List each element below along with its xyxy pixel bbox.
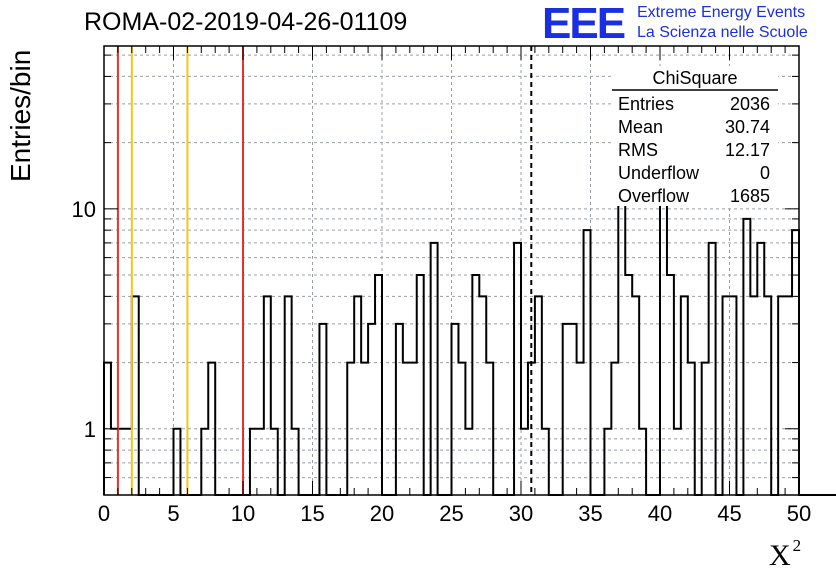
x-tick-label: 45: [717, 501, 741, 526]
x-tick-label: 15: [300, 501, 324, 526]
x-tick-label: 50: [787, 501, 811, 526]
stats-box: ChiSquare Entries 2036 Mean 30.74 RMS 12.17 Und…: [612, 66, 778, 206]
x-tick-label: 30: [509, 501, 533, 526]
y-tick-label: 10: [72, 197, 96, 222]
stats-row-value: 30.74: [725, 117, 770, 137]
x-tick-label: 0: [98, 501, 110, 526]
stats-row-label: Underflow: [618, 163, 700, 183]
x-tick-label: 5: [167, 501, 179, 526]
stats-row-label: Mean: [618, 117, 663, 137]
y-tick-label: 1: [84, 417, 96, 442]
x-tick-label: 25: [439, 501, 463, 526]
stats-row-label: Overflow: [618, 186, 690, 206]
stats-row-label: RMS: [618, 140, 658, 160]
stats-title: ChiSquare: [652, 68, 737, 88]
x-tick-label: 10: [231, 501, 255, 526]
x-tick-label: 20: [370, 501, 394, 526]
x-tick-label: 35: [578, 501, 602, 526]
stats-row-value: 0: [760, 163, 770, 183]
x-tick-label: 40: [648, 501, 672, 526]
stats-row-value: 1685: [730, 186, 770, 206]
stats-row-value: 2036: [730, 94, 770, 114]
stats-row-label: Entries: [618, 94, 674, 114]
stats-row-value: 12.17: [725, 140, 770, 160]
cut-lines: [118, 46, 531, 495]
